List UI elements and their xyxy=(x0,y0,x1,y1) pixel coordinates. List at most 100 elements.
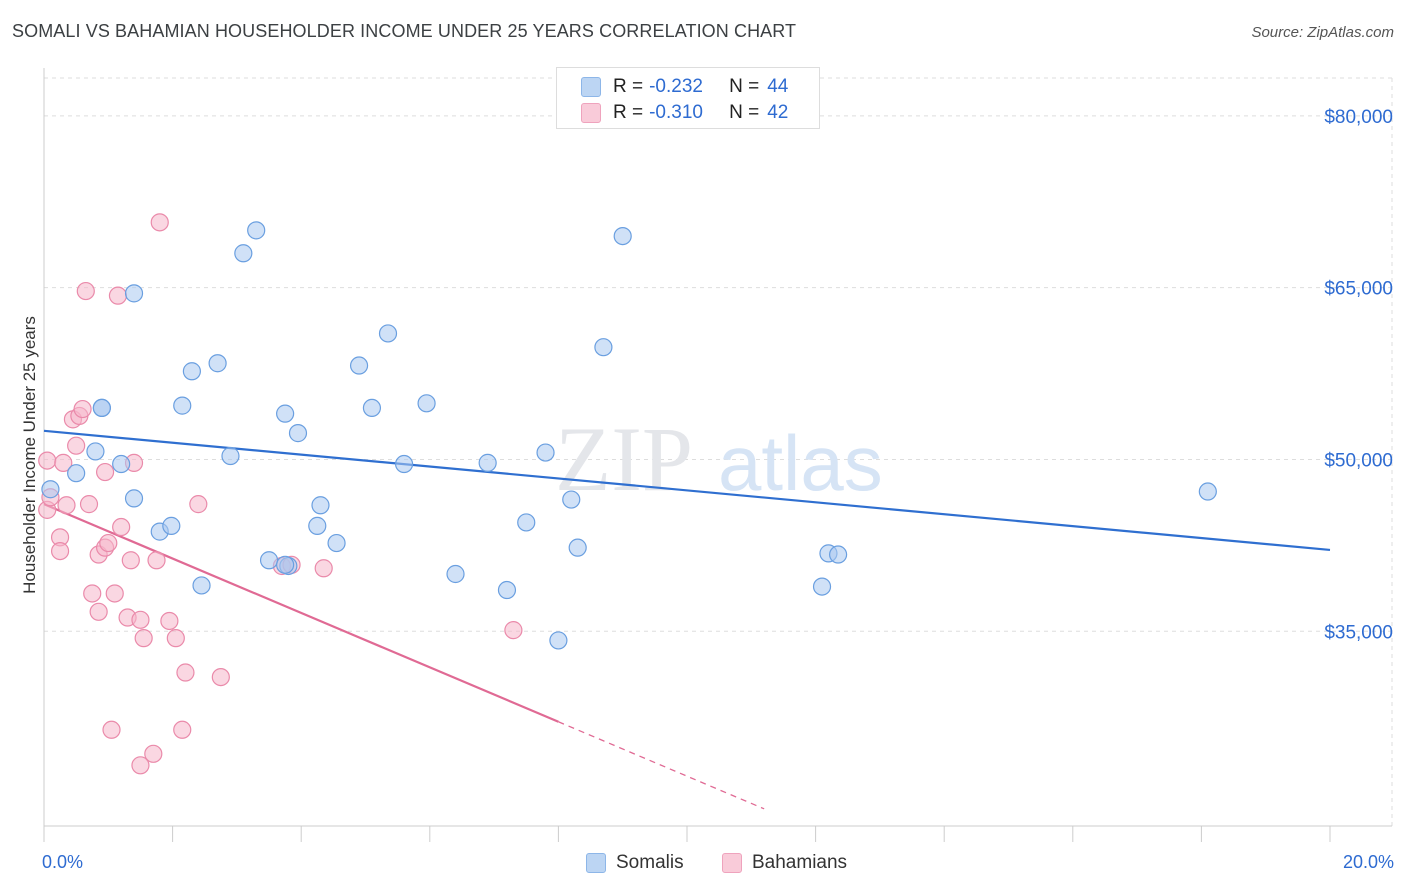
data-point-somali xyxy=(362,398,382,418)
data-point-somali xyxy=(112,454,131,474)
data-point-somali xyxy=(417,394,436,413)
data-point-somali xyxy=(182,362,201,381)
data-point-bahamian xyxy=(102,720,121,739)
series-label-bahamians: Bahamians xyxy=(752,852,848,873)
data-point-bahamian xyxy=(144,744,163,763)
data-point-bahamian xyxy=(95,462,115,482)
data-point-bahamian xyxy=(83,584,102,603)
y-tick-label: $65,000 xyxy=(1324,279,1393,300)
data-point-somali xyxy=(67,464,86,483)
legend-r-value: -0.232 xyxy=(649,76,703,97)
data-point-somali xyxy=(162,516,181,535)
data-point-bahamian xyxy=(504,621,523,640)
data-point-bahamian xyxy=(89,602,108,621)
x-tick-label-max: 20.0% xyxy=(1342,852,1394,872)
data-point-bahamian xyxy=(211,667,230,687)
data-point-somali xyxy=(208,354,227,373)
series-legend: Somalis Bahamians xyxy=(0,852,1406,876)
legend-r-label: R = xyxy=(613,76,644,97)
series-legend-bahamians: Bahamians xyxy=(722,852,847,874)
legend-n-label: N = xyxy=(729,76,760,97)
data-point-bahamian xyxy=(54,453,73,472)
data-point-somali xyxy=(311,496,330,515)
data-point-bahamian xyxy=(314,559,333,578)
y-tick-label: $80,000 xyxy=(1324,107,1393,128)
data-point-bahamian xyxy=(38,451,57,470)
data-point-somali xyxy=(327,533,346,553)
data-point-somali xyxy=(446,564,465,584)
data-point-somali xyxy=(829,545,848,564)
data-point-bahamian xyxy=(150,213,169,232)
trend-line-bahamians xyxy=(43,503,559,723)
series-swatch-bahamians xyxy=(722,853,742,873)
data-point-somali xyxy=(124,489,144,508)
data-point-somali xyxy=(394,454,414,474)
data-point-somali xyxy=(517,513,536,532)
data-point-bahamian xyxy=(112,517,131,537)
data-point-bahamian xyxy=(160,611,179,631)
watermark: ZIP atlas xyxy=(555,408,883,510)
data-point-bahamian xyxy=(50,541,70,561)
legend-n-value: 44 xyxy=(767,76,789,97)
data-point-somali xyxy=(1198,482,1217,501)
data-point-bahamian xyxy=(76,281,95,301)
legend-row-bahamians: R = -0.310 N = 42 xyxy=(581,101,788,125)
series-legend-somalis: Somalis xyxy=(586,852,684,874)
data-point-somali xyxy=(613,226,632,246)
trend-lines xyxy=(43,429,1331,810)
data-point-bahamian xyxy=(176,663,195,682)
data-point-somali xyxy=(497,580,517,600)
data-point-somali xyxy=(41,480,60,499)
legend-n-label: N = xyxy=(729,102,760,123)
data-point-somali xyxy=(378,324,398,343)
data-point-somali xyxy=(812,577,832,596)
data-point-bahamian xyxy=(57,496,76,515)
data-point-somali xyxy=(221,446,240,466)
data-point-somali xyxy=(192,576,211,595)
data-point-bahamian xyxy=(147,551,166,570)
data-point-somali xyxy=(568,538,587,557)
legend-row-somalis: R = -0.232 N = 44 xyxy=(581,75,788,99)
data-point-bahamian xyxy=(99,533,118,553)
legend-r-label: R = xyxy=(613,102,644,123)
y-tick-labels: $35,000 $50,000 $65,000 $80,000 xyxy=(1324,107,1393,643)
data-point-bahamian xyxy=(166,629,185,648)
data-point-somali xyxy=(234,244,253,263)
data-point-somali xyxy=(594,338,613,357)
series-label-somalis: Somalis xyxy=(616,852,684,873)
legend-n-value: 42 xyxy=(767,102,789,123)
data-point-somali xyxy=(536,443,555,462)
data-point-bahamian xyxy=(67,436,86,455)
trend-line-bahamians-extension xyxy=(558,721,765,810)
y-tick-label: $35,000 xyxy=(1324,622,1393,643)
data-point-bahamian xyxy=(79,495,99,514)
legend-swatch-somalis xyxy=(581,77,601,97)
data-point-bahamian xyxy=(134,629,153,648)
data-point-somali xyxy=(92,398,111,418)
correlation-legend: R = -0.232 N = 44 R = -0.310 N = 42 xyxy=(556,67,820,129)
data-point-somali xyxy=(259,551,279,570)
data-point-somali xyxy=(86,442,105,461)
watermark-atlas: atlas xyxy=(718,419,883,507)
data-point-bahamian xyxy=(121,551,140,570)
trend-line-somalis xyxy=(43,429,1331,552)
data-point-somali xyxy=(478,453,497,472)
somali-points xyxy=(41,221,1217,650)
y-tick-label: $50,000 xyxy=(1324,450,1393,471)
data-point-bahamian xyxy=(131,756,150,775)
data-point-bahamian xyxy=(108,286,128,305)
data-point-somali xyxy=(308,516,327,535)
data-point-somali xyxy=(276,555,295,574)
data-point-somali xyxy=(562,490,581,509)
bahamian-points xyxy=(38,213,523,775)
data-point-somali xyxy=(276,404,295,423)
data-point-somali xyxy=(288,424,308,443)
axes xyxy=(43,68,1392,842)
data-point-somali xyxy=(124,284,144,303)
data-point-bahamian xyxy=(189,495,208,514)
data-point-somali xyxy=(549,631,568,650)
data-point-bahamian xyxy=(73,399,92,419)
data-point-somali xyxy=(247,221,266,240)
chart-title: SOMALI VS BAHAMIAN HOUSEHOLDER INCOME UN… xyxy=(12,21,797,41)
